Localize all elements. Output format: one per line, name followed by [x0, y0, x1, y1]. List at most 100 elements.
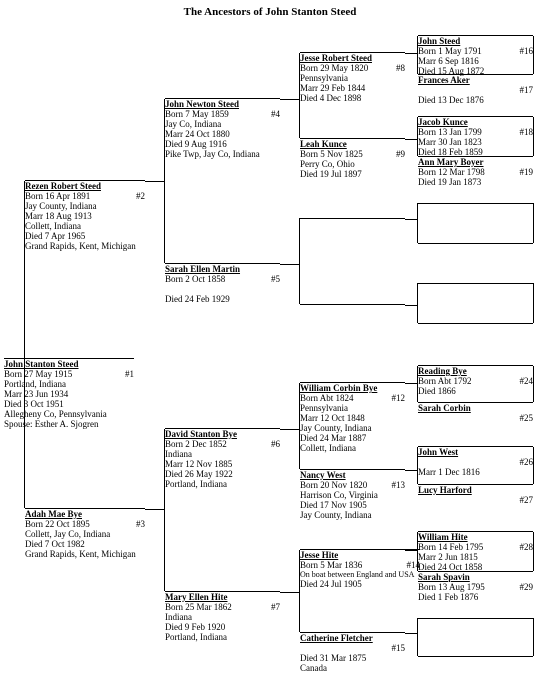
person-num: #6 [256, 439, 280, 449]
empty-slot [418, 243, 533, 244]
person-detail: Pike Twp, Jay Co, Indiana [165, 149, 280, 159]
person-detail [418, 495, 420, 505]
person-detail: Marr 2 Jun 1815 [418, 552, 533, 562]
person-name: Jacob Kunce [418, 117, 533, 127]
person-name: John West [418, 447, 533, 457]
person-detail: Died 24 Mar 1887 [300, 433, 405, 443]
person-num: #28 [509, 542, 533, 552]
person-detail [418, 457, 420, 467]
person-detail: Died 26 May 1922 [165, 469, 280, 479]
person-name: John Steed [418, 36, 533, 46]
person-num: #16 [509, 46, 533, 56]
person-detail: Born 12 Mar 1798 [418, 167, 485, 177]
person-27: Lucy Harford #27 [418, 484, 533, 505]
person-num: #24 [509, 376, 533, 386]
person-detail: Died 1866 [418, 386, 533, 396]
person-9: Leah Kunce Born 5 Nov 1825#9 Perry Co, O… [300, 138, 405, 179]
person-detail: Jay County, Indiana [25, 201, 145, 211]
person-name: Frances Aker [418, 75, 533, 85]
person-num: #7 [256, 602, 280, 612]
person-detail: Died 9 Aug 1916 [165, 139, 280, 149]
person-15: Catherine Fletcher #15 Died 31 Mar 1875 … [300, 632, 405, 673]
person-detail: Died 7 Apr 1965 [25, 231, 145, 241]
person-detail: Collett, Indiana [25, 221, 145, 231]
person-detail: Marr 29 Feb 1844 [300, 83, 405, 93]
person-num: #2 [121, 191, 145, 201]
person-name: John Newton Steed [165, 99, 280, 109]
person-detail: Died 31 Mar 1875 [300, 653, 405, 663]
empty-slot [418, 203, 533, 204]
person-detail: Marr 24 Oct 1880 [165, 129, 280, 139]
person-num: #29 [509, 582, 533, 592]
person-detail: Born Abt 1824 [300, 393, 354, 403]
person-name: David Stanton Bye [165, 429, 280, 439]
person-num: #5 [256, 274, 280, 284]
person-name: Sarah Corbin [418, 403, 533, 413]
person-detail: Portland, Indiana [165, 632, 280, 642]
person-name: Lucy Harford [418, 485, 533, 495]
person-25: Sarah Corbin #25 [418, 402, 533, 423]
empty-slot [418, 618, 533, 619]
person-detail: Died 24 Jul 1905 [300, 579, 420, 589]
person-detail: Marr 1 Dec 1816 [418, 467, 533, 477]
person-19: Ann Mary Boyer Born 12 Mar 1798#19 Died … [418, 156, 533, 187]
person-name: Jesse Hite [300, 550, 420, 560]
person-name: William Hite [418, 532, 533, 542]
person-detail: Born 7 May 1859 [165, 109, 229, 119]
person-name: Sarah Spavin [418, 572, 533, 582]
person-detail: Marr 6 Sep 1816 [418, 56, 533, 66]
person-detail: Died 19 Jul 1897 [300, 169, 405, 179]
person-detail: Born 5 Nov 1825 [300, 149, 363, 159]
person-detail: Jay County, Indiana [300, 423, 405, 433]
person-detail: Born 13 Aug 1795 [418, 582, 485, 592]
person-14: Jesse Hite Born 5 Mar 1836#14 On boat be… [300, 549, 420, 589]
person-detail: Indiana [165, 449, 280, 459]
person-detail: Born 27 May 1915 [4, 369, 72, 379]
person-detail: Born 14 Feb 1795 [418, 542, 483, 552]
person-num: #13 [381, 480, 405, 490]
person-detail: Jay County, Indiana [300, 510, 405, 520]
person-name: Catherine Fletcher [300, 633, 405, 643]
person-num: #12 [381, 393, 405, 403]
person-num: #25 [509, 413, 533, 423]
person-13: Nancy West Born 20 Nov 1820#13 Harrison … [300, 469, 405, 520]
person-3: Adah Mae Bye Born 22 Oct 1895#3 Collett,… [25, 508, 145, 559]
person-29: Sarah Spavin Born 13 Aug 1795 #29 Died 1 … [418, 571, 533, 602]
person-name: Mary Ellen Hite [165, 592, 280, 602]
person-detail: Died 4 Dec 1898 [300, 93, 405, 103]
person-detail: Died 24 Feb 1929 [165, 294, 280, 304]
person-name: Sarah Ellen Martin [165, 264, 280, 274]
person-detail [418, 85, 420, 95]
person-detail: Died 17 Nov 1905 [300, 500, 405, 510]
person-detail: Marr 30 Jan 1823 [418, 137, 533, 147]
person-detail: Born 13 Jan 1799 [418, 127, 482, 137]
person-detail [165, 284, 280, 294]
person-num: #3 [121, 519, 145, 529]
person-detail: Born 1 May 1791 [418, 46, 482, 56]
person-detail: Born 16 Apr 1891 [25, 191, 90, 201]
person-num: #27 [509, 495, 533, 505]
person-17: Frances Aker #17 Died 13 Dec 1876 [418, 74, 533, 105]
empty-slot [418, 323, 533, 324]
person-name: Rezen Robert Steed [25, 181, 145, 191]
person-detail: Born 20 Nov 1820 [300, 480, 367, 490]
person-detail [418, 413, 420, 423]
empty-slot [418, 656, 533, 657]
page-title: The Ancestors of John Stanton Steed [0, 0, 540, 18]
person-name: Nancy West [300, 470, 405, 480]
person-num: #17 [509, 85, 533, 95]
person-detail: Indiana [165, 612, 280, 622]
person-detail: Died 1 Feb 1876 [418, 592, 533, 602]
person-num: #19 [509, 167, 533, 177]
person-detail: Born 22 Oct 1895 [25, 519, 90, 529]
person-detail: Grand Rapids, Kent, Michigan [25, 549, 145, 559]
person-detail: Born 5 Mar 1836 [300, 560, 362, 570]
empty-slot [300, 218, 405, 219]
person-detail: Canada [300, 663, 405, 673]
person-detail: Pennsylvania [300, 403, 405, 413]
person-5: Sarah Ellen Martin Born 2 Oct 1858#5 Die… [165, 263, 280, 304]
person-detail: Collett, Jay Co, Indiana [25, 529, 145, 539]
person-28: William Hite Born 14 Feb 1795 #28 Marr 2 … [418, 531, 533, 572]
person-detail [300, 643, 302, 653]
person-4: John Newton Steed Born 7 May 1859#4 Jay … [165, 98, 280, 159]
